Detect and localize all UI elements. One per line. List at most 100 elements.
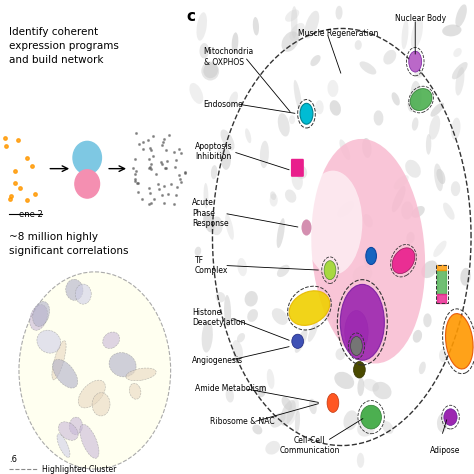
Ellipse shape <box>258 385 266 397</box>
Ellipse shape <box>195 246 201 256</box>
Ellipse shape <box>303 171 362 275</box>
Circle shape <box>301 219 311 236</box>
Text: Identify coherent
expression programs
and build network: Identify coherent expression programs an… <box>9 27 119 65</box>
Ellipse shape <box>433 241 447 257</box>
Ellipse shape <box>294 80 302 111</box>
Ellipse shape <box>456 4 467 27</box>
Ellipse shape <box>203 183 209 209</box>
Ellipse shape <box>270 193 278 207</box>
Ellipse shape <box>216 292 225 302</box>
Ellipse shape <box>78 380 105 408</box>
Ellipse shape <box>394 175 409 189</box>
Ellipse shape <box>363 379 379 392</box>
Ellipse shape <box>203 213 215 232</box>
Ellipse shape <box>361 405 382 429</box>
Ellipse shape <box>287 398 299 425</box>
Ellipse shape <box>237 258 247 276</box>
Ellipse shape <box>430 102 444 117</box>
Ellipse shape <box>357 418 376 437</box>
Text: Endosome: Endosome <box>204 100 243 109</box>
Ellipse shape <box>392 92 400 106</box>
Ellipse shape <box>364 253 372 268</box>
Text: Acute
Phase
Response: Acute Phase Response <box>192 199 228 228</box>
Ellipse shape <box>221 148 231 170</box>
Ellipse shape <box>446 314 473 369</box>
Ellipse shape <box>383 421 393 434</box>
Ellipse shape <box>126 368 156 381</box>
Ellipse shape <box>374 110 383 126</box>
Ellipse shape <box>437 414 447 432</box>
Ellipse shape <box>226 388 234 402</box>
Ellipse shape <box>362 138 372 158</box>
Ellipse shape <box>339 139 350 160</box>
Ellipse shape <box>295 410 300 433</box>
Ellipse shape <box>292 170 303 190</box>
Circle shape <box>409 51 422 72</box>
Ellipse shape <box>129 383 141 399</box>
Ellipse shape <box>442 25 462 36</box>
Ellipse shape <box>410 81 421 111</box>
Ellipse shape <box>327 393 339 412</box>
Ellipse shape <box>406 232 415 244</box>
Ellipse shape <box>383 50 396 64</box>
Ellipse shape <box>211 217 223 235</box>
Ellipse shape <box>443 202 455 220</box>
Circle shape <box>366 247 376 264</box>
Ellipse shape <box>408 99 415 112</box>
Ellipse shape <box>354 361 365 378</box>
Ellipse shape <box>245 128 251 143</box>
Ellipse shape <box>37 330 61 353</box>
Text: ~8 million highly
significant correlations: ~8 million highly significant correlatio… <box>9 232 129 256</box>
Text: Mitochondria
& OXPHOS: Mitochondria & OXPHOS <box>204 47 254 66</box>
Ellipse shape <box>271 412 286 428</box>
Ellipse shape <box>336 6 343 19</box>
Ellipse shape <box>245 291 258 307</box>
Ellipse shape <box>373 382 392 399</box>
Text: Muscle Regeneration: Muscle Regeneration <box>298 29 378 37</box>
Ellipse shape <box>304 11 319 38</box>
Ellipse shape <box>295 165 307 179</box>
Ellipse shape <box>328 80 338 97</box>
Ellipse shape <box>252 425 262 435</box>
Text: c: c <box>186 9 195 25</box>
Ellipse shape <box>58 422 78 440</box>
Text: TF
Complex: TF Complex <box>195 256 228 275</box>
Ellipse shape <box>351 337 362 356</box>
Ellipse shape <box>291 6 298 38</box>
Ellipse shape <box>360 411 367 426</box>
Ellipse shape <box>453 48 462 57</box>
Ellipse shape <box>426 134 431 155</box>
Ellipse shape <box>355 40 362 50</box>
Ellipse shape <box>423 313 432 327</box>
Ellipse shape <box>53 359 78 388</box>
Ellipse shape <box>421 261 438 278</box>
Ellipse shape <box>190 83 203 104</box>
Text: Nuclear Body: Nuclear Body <box>395 15 446 23</box>
Ellipse shape <box>411 206 425 218</box>
Ellipse shape <box>295 329 308 353</box>
Ellipse shape <box>359 62 376 74</box>
Ellipse shape <box>357 378 365 396</box>
Ellipse shape <box>309 399 317 414</box>
Ellipse shape <box>282 397 292 410</box>
Ellipse shape <box>52 341 66 380</box>
Ellipse shape <box>232 340 243 361</box>
Ellipse shape <box>103 332 119 348</box>
Text: Histone
Deacetylation: Histone Deacetylation <box>192 308 246 327</box>
Ellipse shape <box>335 265 341 274</box>
Ellipse shape <box>260 141 269 168</box>
Ellipse shape <box>460 268 471 286</box>
Ellipse shape <box>344 410 358 430</box>
FancyBboxPatch shape <box>291 159 304 177</box>
Ellipse shape <box>75 284 91 304</box>
Ellipse shape <box>272 308 288 325</box>
Ellipse shape <box>228 91 238 108</box>
Ellipse shape <box>232 32 238 54</box>
Ellipse shape <box>289 291 330 326</box>
Ellipse shape <box>278 113 290 137</box>
Ellipse shape <box>336 348 345 360</box>
Ellipse shape <box>392 248 415 273</box>
Ellipse shape <box>201 62 219 81</box>
Ellipse shape <box>456 67 465 96</box>
Text: Ribosome & NAC: Ribosome & NAC <box>210 418 274 426</box>
